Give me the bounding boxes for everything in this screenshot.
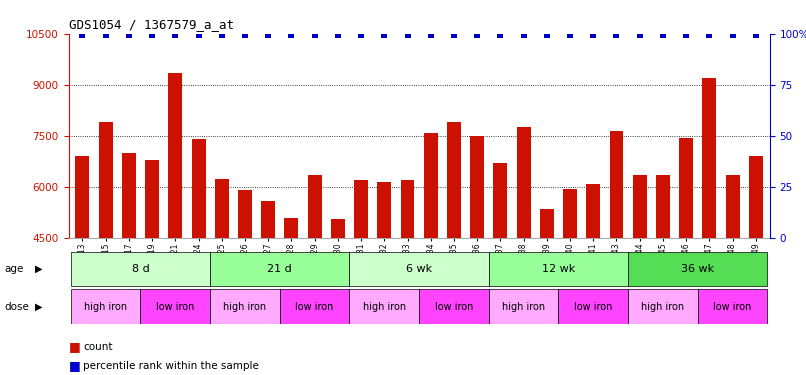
Text: high iron: high iron bbox=[223, 302, 267, 312]
Bar bbox=[679, 138, 693, 375]
Point bbox=[424, 33, 437, 39]
Point bbox=[726, 33, 739, 39]
Point bbox=[517, 33, 530, 39]
Point bbox=[308, 33, 321, 39]
Bar bbox=[280, 290, 350, 324]
Text: high iron: high iron bbox=[84, 302, 127, 312]
Point bbox=[146, 33, 159, 39]
Point bbox=[355, 33, 368, 39]
Bar bbox=[447, 122, 461, 375]
Bar bbox=[350, 252, 488, 286]
Bar bbox=[609, 131, 624, 375]
Text: 8 d: 8 d bbox=[131, 264, 149, 274]
Point bbox=[610, 33, 623, 39]
Point bbox=[494, 33, 507, 39]
Point bbox=[563, 33, 576, 39]
Bar bbox=[401, 180, 414, 375]
Point bbox=[99, 33, 112, 39]
Text: high iron: high iron bbox=[363, 302, 406, 312]
Bar bbox=[749, 156, 762, 375]
Text: age: age bbox=[4, 264, 23, 274]
Bar bbox=[71, 252, 210, 286]
Bar bbox=[71, 290, 140, 324]
Bar bbox=[238, 190, 252, 375]
Bar bbox=[470, 136, 484, 375]
Point bbox=[76, 33, 89, 39]
Point bbox=[123, 33, 135, 39]
Text: low iron: low iron bbox=[296, 302, 334, 312]
Point bbox=[587, 33, 600, 39]
Point bbox=[447, 33, 460, 39]
Point bbox=[679, 33, 692, 39]
Bar bbox=[285, 217, 298, 375]
Bar bbox=[350, 290, 419, 324]
Text: 21 d: 21 d bbox=[268, 264, 293, 274]
Bar bbox=[493, 163, 507, 375]
Point bbox=[401, 33, 414, 39]
Bar bbox=[98, 122, 113, 375]
Bar bbox=[488, 290, 559, 324]
Text: percentile rank within the sample: percentile rank within the sample bbox=[83, 361, 259, 370]
Point bbox=[656, 33, 669, 39]
Bar bbox=[586, 184, 600, 375]
Point bbox=[239, 33, 251, 39]
Bar bbox=[540, 209, 554, 375]
Bar bbox=[702, 78, 717, 375]
Bar bbox=[354, 180, 368, 375]
Text: count: count bbox=[83, 342, 113, 352]
Bar bbox=[261, 201, 275, 375]
Text: 6 wk: 6 wk bbox=[406, 264, 432, 274]
Point bbox=[378, 33, 391, 39]
Point bbox=[471, 33, 484, 39]
Text: ■: ■ bbox=[69, 340, 81, 353]
Bar bbox=[168, 73, 182, 375]
Bar bbox=[192, 140, 206, 375]
Point bbox=[634, 33, 646, 39]
Bar bbox=[698, 290, 767, 324]
Text: low iron: low iron bbox=[574, 302, 613, 312]
Text: low iron: low iron bbox=[713, 302, 752, 312]
Text: GDS1054 / 1367579_a_at: GDS1054 / 1367579_a_at bbox=[69, 18, 234, 31]
Point bbox=[215, 33, 228, 39]
Bar bbox=[210, 252, 350, 286]
Bar bbox=[725, 175, 740, 375]
Bar bbox=[214, 178, 229, 375]
Text: low iron: low iron bbox=[156, 302, 194, 312]
Bar bbox=[628, 252, 767, 286]
Text: low iron: low iron bbox=[434, 302, 473, 312]
Point bbox=[540, 33, 553, 39]
Text: ■: ■ bbox=[69, 359, 81, 372]
Text: high iron: high iron bbox=[502, 302, 545, 312]
Bar bbox=[210, 290, 280, 324]
Point bbox=[750, 33, 762, 39]
Bar bbox=[331, 219, 345, 375]
Bar bbox=[633, 175, 646, 375]
Text: 36 wk: 36 wk bbox=[681, 264, 714, 274]
Text: ▶: ▶ bbox=[35, 302, 43, 312]
Bar bbox=[308, 175, 322, 375]
Bar bbox=[140, 290, 210, 324]
Text: dose: dose bbox=[4, 302, 29, 312]
Bar bbox=[419, 290, 488, 324]
Text: high iron: high iron bbox=[642, 302, 684, 312]
Bar bbox=[122, 153, 136, 375]
Bar bbox=[76, 156, 89, 375]
Bar bbox=[145, 160, 159, 375]
Bar bbox=[656, 175, 670, 375]
Point bbox=[169, 33, 182, 39]
Text: 12 wk: 12 wk bbox=[542, 264, 575, 274]
Bar bbox=[424, 132, 438, 375]
Bar bbox=[563, 189, 577, 375]
Point bbox=[262, 33, 275, 39]
Bar bbox=[488, 252, 628, 286]
Bar bbox=[559, 290, 628, 324]
Point bbox=[331, 33, 344, 39]
Bar bbox=[517, 128, 530, 375]
Bar bbox=[628, 290, 698, 324]
Bar bbox=[377, 182, 391, 375]
Text: ▶: ▶ bbox=[35, 264, 43, 274]
Point bbox=[192, 33, 205, 39]
Point bbox=[703, 33, 716, 39]
Point bbox=[285, 33, 298, 39]
